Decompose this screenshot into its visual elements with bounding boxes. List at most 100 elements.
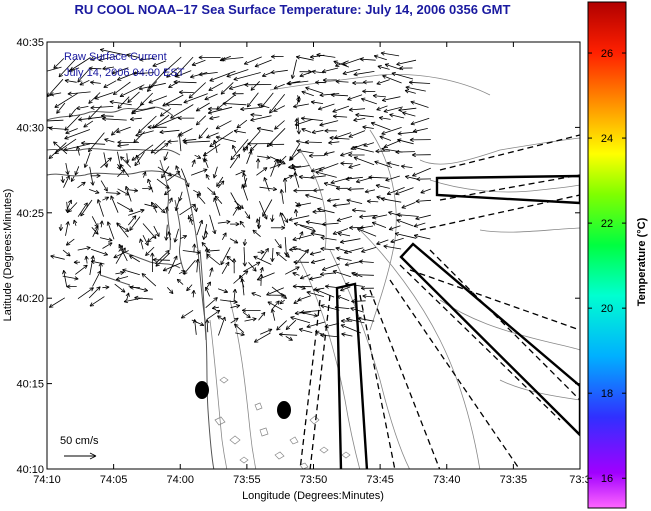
current-vector bbox=[297, 149, 314, 154]
current-vector-head bbox=[129, 287, 134, 290]
current-vector-head bbox=[298, 328, 303, 333]
current-vector-head bbox=[250, 117, 254, 121]
current-vector-head bbox=[67, 221, 70, 226]
current-vector bbox=[230, 305, 240, 309]
current-vector bbox=[279, 155, 287, 163]
current-vector bbox=[165, 103, 183, 106]
current-vector-head bbox=[350, 148, 355, 150]
current-vector-head bbox=[90, 56, 94, 61]
current-vector-head bbox=[316, 54, 321, 58]
current-vector bbox=[117, 96, 130, 109]
current-vector bbox=[115, 271, 125, 275]
current-vector bbox=[271, 308, 276, 321]
current-vector-head bbox=[85, 265, 88, 269]
traffic-lanes bbox=[335, 174, 580, 469]
current-vector-head bbox=[306, 324, 310, 328]
current-vector bbox=[63, 270, 68, 288]
current-vector bbox=[232, 206, 239, 216]
current-vector-head bbox=[382, 100, 387, 102]
current-vector bbox=[332, 270, 352, 278]
current-vector-head bbox=[396, 212, 401, 215]
bathymetry-contours bbox=[209, 74, 580, 469]
current-vector-head bbox=[323, 151, 328, 155]
current-vector-head bbox=[63, 149, 68, 152]
current-vector bbox=[103, 152, 108, 168]
current-vector bbox=[50, 255, 65, 260]
current-vector-head bbox=[164, 193, 169, 196]
current-vector-head bbox=[234, 288, 237, 293]
current-vector-head bbox=[127, 159, 130, 164]
current-vector bbox=[380, 198, 402, 203]
current-vector bbox=[142, 171, 146, 178]
current-vector bbox=[414, 234, 431, 240]
current-vector-head bbox=[243, 60, 248, 65]
current-vector-head bbox=[71, 179, 75, 182]
current-vector-head bbox=[233, 129, 238, 132]
map-title: RU COOL NOAA–17 Sea Surface Temperature:… bbox=[74, 2, 511, 17]
current-vector-head bbox=[66, 284, 71, 287]
current-vector-head bbox=[359, 58, 364, 62]
current-vector-head bbox=[155, 233, 160, 237]
current-vector-head bbox=[178, 133, 182, 138]
current-vector bbox=[409, 81, 431, 84]
current-vector-head bbox=[388, 211, 392, 216]
current-vector bbox=[111, 67, 129, 74]
current-vector bbox=[196, 193, 206, 204]
current-vector-head bbox=[162, 102, 166, 107]
current-vector bbox=[230, 138, 249, 161]
current-vector-head bbox=[84, 164, 88, 168]
current-vector-head bbox=[188, 94, 191, 99]
current-vector bbox=[163, 151, 169, 161]
current-vector-head bbox=[351, 272, 355, 276]
current-vector bbox=[180, 168, 190, 188]
current-vector-head bbox=[386, 162, 391, 166]
y-tick-label: 40:35 bbox=[16, 37, 44, 49]
current-vector-head bbox=[95, 192, 100, 194]
current-vector bbox=[193, 243, 195, 253]
current-vector bbox=[362, 295, 375, 298]
current-vector-head bbox=[293, 190, 298, 193]
current-vector bbox=[99, 237, 113, 241]
current-vector-head bbox=[101, 220, 104, 225]
marker-buoy[interactable] bbox=[195, 381, 209, 399]
current-vector-head bbox=[280, 244, 282, 249]
current-vector bbox=[260, 248, 269, 261]
current-vector-head bbox=[195, 258, 199, 263]
current-vector-head bbox=[53, 141, 56, 146]
current-vector-head bbox=[266, 155, 271, 159]
current-vector bbox=[151, 201, 158, 213]
current-vector bbox=[54, 138, 77, 154]
current-vector-head bbox=[296, 55, 301, 58]
current-vector-head bbox=[66, 286, 71, 289]
current-vector-head bbox=[300, 312, 305, 315]
current-vector bbox=[372, 214, 388, 219]
current-vector-head bbox=[351, 299, 356, 302]
marker-buoy[interactable] bbox=[277, 401, 291, 419]
current-vector-head bbox=[397, 138, 402, 141]
current-vector bbox=[274, 120, 285, 130]
current-vector bbox=[105, 192, 121, 194]
current-vector-head bbox=[355, 179, 360, 183]
current-vector-head bbox=[362, 125, 367, 128]
current-vector-head bbox=[240, 108, 245, 112]
current-vector-head bbox=[292, 272, 296, 277]
current-vector bbox=[116, 126, 131, 133]
current-vector bbox=[152, 60, 167, 67]
current-vector bbox=[246, 150, 252, 164]
current-vector-head bbox=[345, 176, 350, 180]
current-vector-head bbox=[348, 164, 352, 168]
current-vector bbox=[324, 182, 341, 188]
current-vector-head bbox=[285, 328, 291, 330]
current-vector bbox=[183, 93, 208, 103]
current-vector-head bbox=[68, 70, 73, 73]
current-vector bbox=[130, 117, 142, 120]
current-vector-head bbox=[279, 212, 281, 217]
current-vector bbox=[205, 174, 210, 180]
current-vector bbox=[299, 225, 316, 232]
current-vector bbox=[357, 317, 375, 322]
current-vector bbox=[80, 199, 93, 217]
current-vector-head bbox=[379, 136, 383, 140]
current-vector bbox=[254, 59, 272, 67]
current-vector-head bbox=[353, 120, 358, 122]
current-vector-head bbox=[235, 239, 239, 244]
